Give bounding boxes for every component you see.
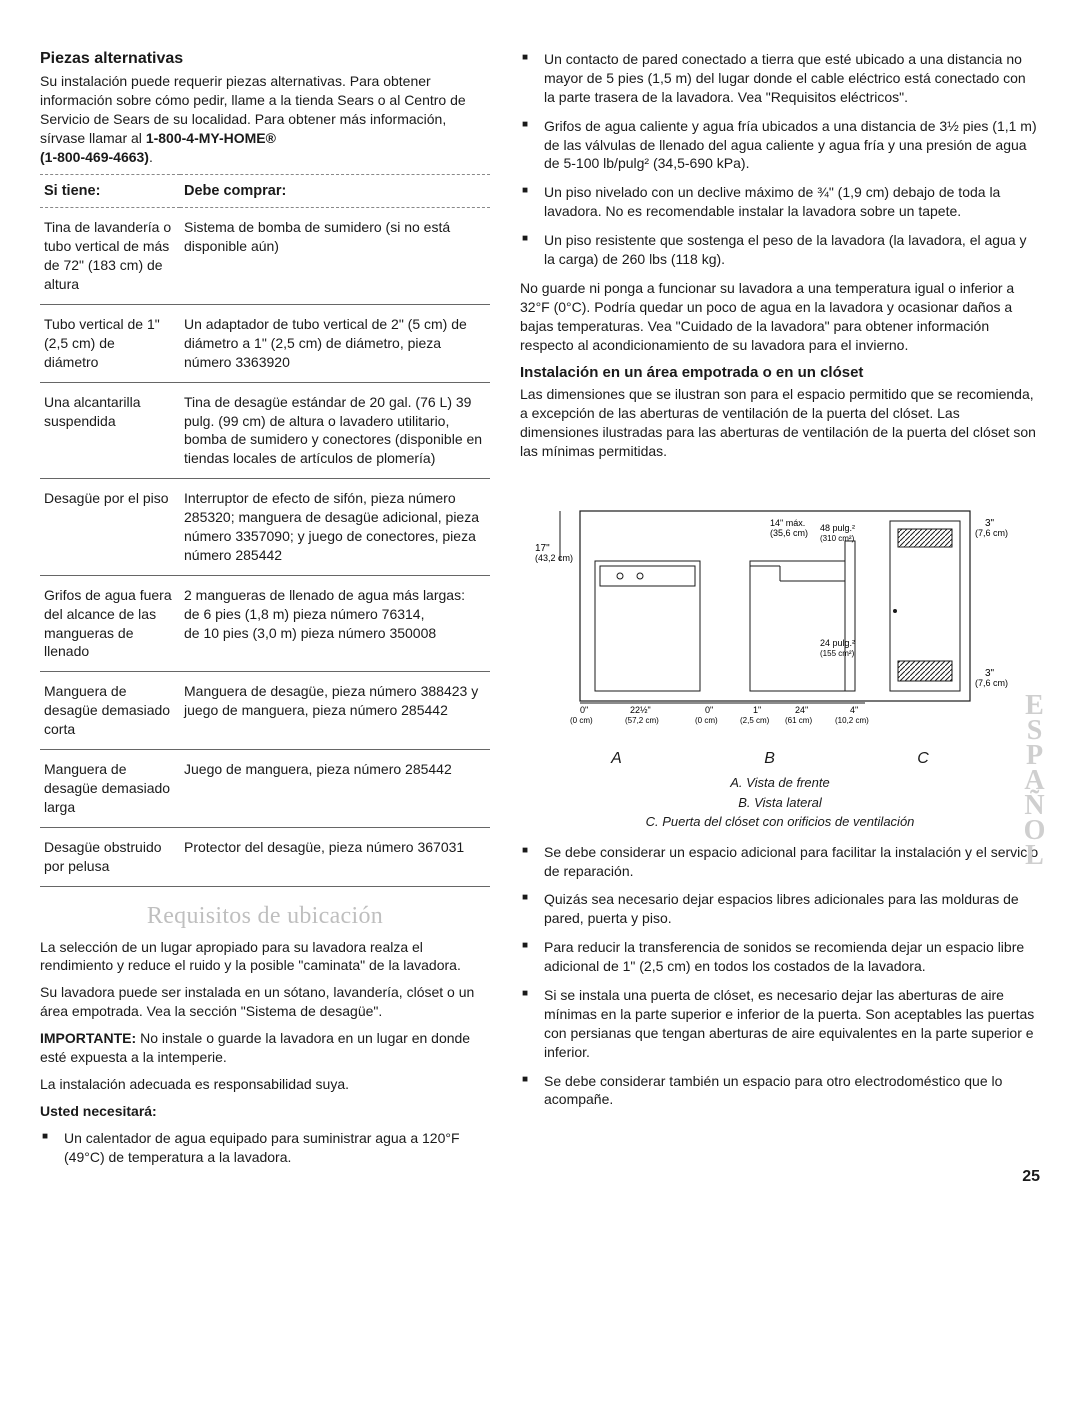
- recessed-install-paragraph: Las dimensiones que se ilustran son para…: [520, 385, 1040, 461]
- svg-text:(2,5 cm): (2,5 cm): [740, 716, 770, 725]
- phone-bold: 1-800-4-MY-HOME®: [146, 130, 276, 146]
- list-item: Un piso resistente que sostenga el peso …: [520, 231, 1040, 269]
- loc-p2: Su lavadora puede ser instalada en un só…: [40, 983, 490, 1021]
- svg-text:24 pulg.²: 24 pulg.²: [820, 638, 855, 648]
- table-row: Una alcantarilla suspendidaTina de desag…: [40, 382, 490, 479]
- top-bullets: Un contacto de pared conectado a tierra …: [520, 50, 1040, 269]
- diagram-letter: B: [764, 750, 775, 768]
- list-item: Para reducir la transferencia de sonidos…: [520, 938, 1040, 976]
- svg-text:(43,2 cm): (43,2 cm): [535, 553, 573, 563]
- diagram-letter: C: [917, 750, 929, 768]
- loc-p1: La selección de un lugar apropiado para …: [40, 938, 490, 976]
- loc-p4: La instalación adecuada es responsabilid…: [40, 1075, 490, 1094]
- svg-text:(35,6 cm): (35,6 cm): [770, 528, 808, 538]
- svg-text:(310 cm²): (310 cm²): [820, 534, 855, 543]
- language-side-label: ESPAÑOL: [1018, 690, 1050, 865]
- svg-text:(7,6 cm): (7,6 cm): [975, 678, 1008, 688]
- parts-title: Piezas alternativas: [40, 50, 490, 68]
- important-label: IMPORTANTE:: [40, 1030, 136, 1046]
- svg-text:0": 0": [705, 705, 713, 715]
- svg-text:(7,6 cm): (7,6 cm): [975, 528, 1008, 538]
- phone-number: (1-800-469-4663): [40, 149, 149, 165]
- list-item: Si se instala una puerta de clóset, es n…: [520, 986, 1040, 1062]
- bottom-bullets: Se debe considerar un espacio adicional …: [520, 843, 1040, 1110]
- list-item: Se debe considerar un espacio adicional …: [520, 843, 1040, 881]
- svg-text:(0 cm): (0 cm): [695, 716, 718, 725]
- list-item: Un piso nivelado con un declive máximo d…: [520, 183, 1040, 221]
- table-row: Grifos de agua fuera del alcance de las …: [40, 575, 490, 672]
- need-list: Un calentador de agua equipado para sumi…: [40, 1129, 490, 1167]
- table-row: Desagüe por el pisoInterruptor de efecto…: [40, 479, 490, 576]
- recessed-install-title: Instalación en un área empotrada o en un…: [520, 364, 1040, 381]
- table-row: Desagüe obstruido por pelusaProtector de…: [40, 827, 490, 886]
- parts-table: Si tiene: Debe comprar: Tina de lavander…: [40, 174, 490, 886]
- location-requirements-title: Requisitos de ubicación: [40, 903, 490, 930]
- list-item: Quizás sea necesario dejar espacios libr…: [520, 890, 1040, 928]
- svg-text:(10,2 cm): (10,2 cm): [835, 716, 869, 725]
- svg-text:0": 0": [580, 705, 588, 715]
- clearance-diagram: 17" (43,2 cm) 14" máx. (35,6 cm) 48 pulg…: [520, 481, 1040, 741]
- table-row: Manguera de desagüe demasiado cortaMangu…: [40, 672, 490, 750]
- parts-intro: Su instalación puede requerir piezas alt…: [40, 72, 490, 166]
- svg-text:48 pulg.²: 48 pulg.²: [820, 523, 855, 533]
- table-row: Manguera de desagüe demasiado largaJuego…: [40, 750, 490, 828]
- svg-text:(57,2 cm): (57,2 cm): [625, 716, 659, 725]
- svg-text:(61 cm): (61 cm): [785, 716, 812, 725]
- th-if-you-have: Si tiene:: [40, 175, 180, 208]
- svg-text:4": 4": [850, 705, 858, 715]
- svg-text:1": 1": [753, 705, 761, 715]
- svg-text:(155 cm²): (155 cm²): [820, 649, 855, 658]
- svg-text:22½": 22½": [630, 705, 651, 715]
- loc-p3: IMPORTANTE: No instale o guarde la lavad…: [40, 1029, 490, 1067]
- svg-text:24": 24": [795, 705, 808, 715]
- table-row: Tubo vertical de 1" (2,5 cm) de diámetro…: [40, 305, 490, 383]
- right-column: Un contacto de pared conectado a tierra …: [520, 50, 1040, 1176]
- list-item: Se debe considerar también un espacio pa…: [520, 1072, 1040, 1110]
- table-row: Tina de lavandería o tubo vertical de má…: [40, 208, 490, 305]
- no-guarde-paragraph: No guarde ni ponga a funcionar su lavado…: [520, 279, 1040, 355]
- page-columns: Piezas alternativas Su instalación puede…: [40, 50, 1040, 1176]
- caption-a: A. Vista de frente: [520, 774, 1040, 792]
- caption-c: C. Puerta del clóset con orificios de ve…: [520, 813, 1040, 831]
- svg-text:(0 cm): (0 cm): [570, 716, 593, 725]
- list-item: Grifos de agua caliente y agua fría ubic…: [520, 117, 1040, 174]
- th-must-buy: Debe comprar:: [180, 175, 490, 208]
- page-number: 25: [1022, 1168, 1040, 1186]
- diagram-letter: A: [611, 750, 622, 768]
- list-item: Un contacto de pared conectado a tierra …: [520, 50, 1040, 107]
- caption-b: B. Vista lateral: [520, 794, 1040, 812]
- svg-text:14" máx.: 14" máx.: [770, 518, 805, 528]
- you-will-need: Usted necesitará:: [40, 1102, 490, 1121]
- left-column: Piezas alternativas Su instalación puede…: [40, 50, 490, 1176]
- list-item: Un calentador de agua equipado para sumi…: [40, 1129, 490, 1167]
- diagram-caption: A B C A. Vista de frente B. Vista latera…: [520, 750, 1040, 831]
